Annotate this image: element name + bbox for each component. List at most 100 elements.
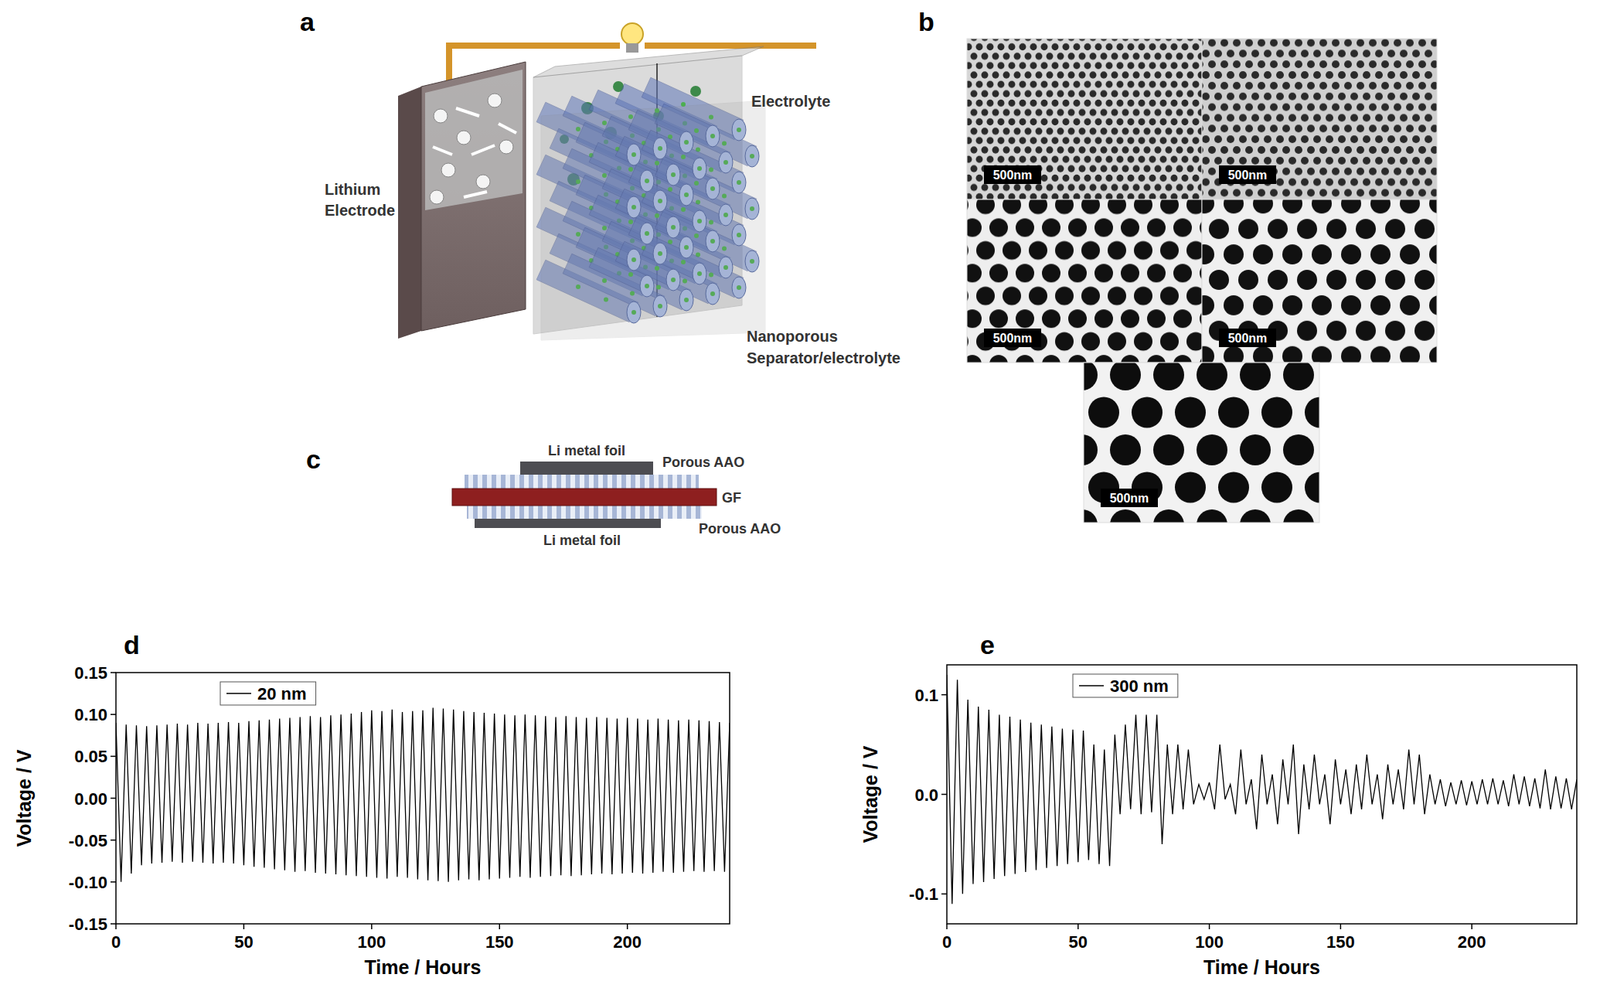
schematic-label: Lithium <box>324 180 381 198</box>
scale-bar-label: 500nm <box>993 331 1033 345</box>
x-tick <box>1340 923 1342 930</box>
glass-fiber <box>452 488 717 506</box>
y-tick <box>941 793 947 796</box>
plot-lines <box>946 674 1577 904</box>
lithium-particle <box>429 190 444 205</box>
y-tick <box>941 694 947 696</box>
legend: 20 nm <box>220 681 317 705</box>
y-tick-label: 0.00 <box>74 789 108 809</box>
scale-bar <box>1218 165 1277 184</box>
dendrite <box>498 123 517 133</box>
legend-swatch <box>1079 684 1104 687</box>
y-tick-label: -0.1 <box>908 884 939 904</box>
scale-bar <box>1100 488 1158 508</box>
scale-bar-label: 500nm <box>993 168 1033 182</box>
x-tick <box>243 923 246 930</box>
panel-letter: a <box>299 6 316 37</box>
scale-bar-label: 500nm <box>1228 168 1268 182</box>
y-tick-label: -0.10 <box>68 872 108 892</box>
x-tick-label: 100 <box>357 932 386 952</box>
y-tick <box>110 797 116 800</box>
lithium-particle <box>476 174 491 189</box>
x-tick-label: 200 <box>612 932 642 952</box>
dendrite <box>463 191 487 198</box>
legend-label: 20 nm <box>257 684 307 704</box>
panel-letter: e <box>980 629 995 660</box>
schematic-label: Electrode <box>324 201 395 219</box>
sem-image <box>966 199 1202 363</box>
sem-panel: 500nm500nm500nm500nm500nm <box>966 38 1437 523</box>
cell-label: Li metal foil <box>543 532 621 549</box>
sem-image <box>966 38 1202 200</box>
legend: 300 nm <box>1072 674 1178 698</box>
schematic: Lithium Electrode Electrolyte Nanoporous Sep… <box>324 23 901 367</box>
li-foil <box>520 461 654 475</box>
lithium-particle <box>433 108 448 123</box>
x-tick-label: 50 <box>1068 932 1088 952</box>
x-axis-title: Time / Hours <box>1203 956 1321 978</box>
y-tick-label: 0.0 <box>914 785 939 805</box>
y-tick-label: 0.10 <box>74 704 108 725</box>
bulb <box>621 23 644 45</box>
legend-box <box>220 681 317 705</box>
chart: 050100150200-0.10.00.1Time / HoursVoltag… <box>859 664 1577 978</box>
li-foil <box>474 518 661 528</box>
voltage-trace <box>946 674 1577 904</box>
cell-label: Li metal foil <box>548 442 626 459</box>
legend-label: 300 nm <box>1109 676 1169 696</box>
scale-bar <box>983 328 1042 348</box>
x-tick-label: 150 <box>1326 932 1355 952</box>
panel-letter: c <box>306 444 321 474</box>
dendrite <box>432 146 453 155</box>
x-tick <box>1077 923 1080 930</box>
x-tick <box>115 923 117 930</box>
plot-lines <box>115 708 730 882</box>
y-tick <box>110 755 116 758</box>
electrolyte-top <box>533 46 764 78</box>
dendrite <box>456 108 480 116</box>
scale-bar <box>983 165 1042 184</box>
electrode-front <box>421 61 526 331</box>
y-tick-label: -0.15 <box>68 914 108 934</box>
dendrite <box>471 145 495 155</box>
x-tick-label: 50 <box>234 932 253 952</box>
lithium-particle <box>499 139 514 154</box>
wire <box>644 42 817 49</box>
y-tick-label: -0.05 <box>68 830 108 851</box>
schematic-label: Electrolyte <box>751 92 831 110</box>
cell-label: Porous AAO <box>662 454 745 470</box>
chart: 050100150200-0.15-0.10-0.050.000.050.100… <box>13 663 730 978</box>
plot-frame <box>115 672 730 924</box>
y-tick <box>110 881 116 883</box>
lithium-particle <box>441 163 456 178</box>
bulb-base <box>626 43 639 53</box>
voltage-trace <box>115 708 730 882</box>
scale-bar-label: 500nm <box>1228 331 1268 345</box>
x-tick-label: 100 <box>1194 932 1224 952</box>
x-tick <box>371 923 373 930</box>
y-tick <box>110 671 116 674</box>
cell-label: GF <box>721 490 742 506</box>
electrode-side <box>398 86 422 339</box>
x-tick <box>626 923 629 930</box>
electrode-deposit <box>425 69 523 211</box>
x-tick <box>946 923 948 930</box>
y-tick-label: 0.1 <box>914 685 939 705</box>
panel-letter: b <box>918 6 935 37</box>
y-tick-label: 0.15 <box>74 663 108 683</box>
x-tick-label: 150 <box>485 932 515 952</box>
y-axis-title: Voltage / V <box>13 748 35 847</box>
panel-letter: d <box>123 629 140 660</box>
y-tick <box>110 839 116 841</box>
schematic-label: Nanoporous <box>746 327 838 345</box>
sem-image <box>1201 38 1437 200</box>
schematic-label: Separator/electrolyte <box>746 349 901 367</box>
y-tick <box>110 922 116 925</box>
scale-bar <box>1218 328 1277 348</box>
legend-swatch <box>226 692 252 695</box>
plot-frame <box>946 664 1577 924</box>
x-tick-label: 0 <box>942 932 952 952</box>
aao <box>466 503 702 519</box>
cell-label: Porous AAO <box>698 520 781 537</box>
sem-image <box>1083 362 1320 523</box>
